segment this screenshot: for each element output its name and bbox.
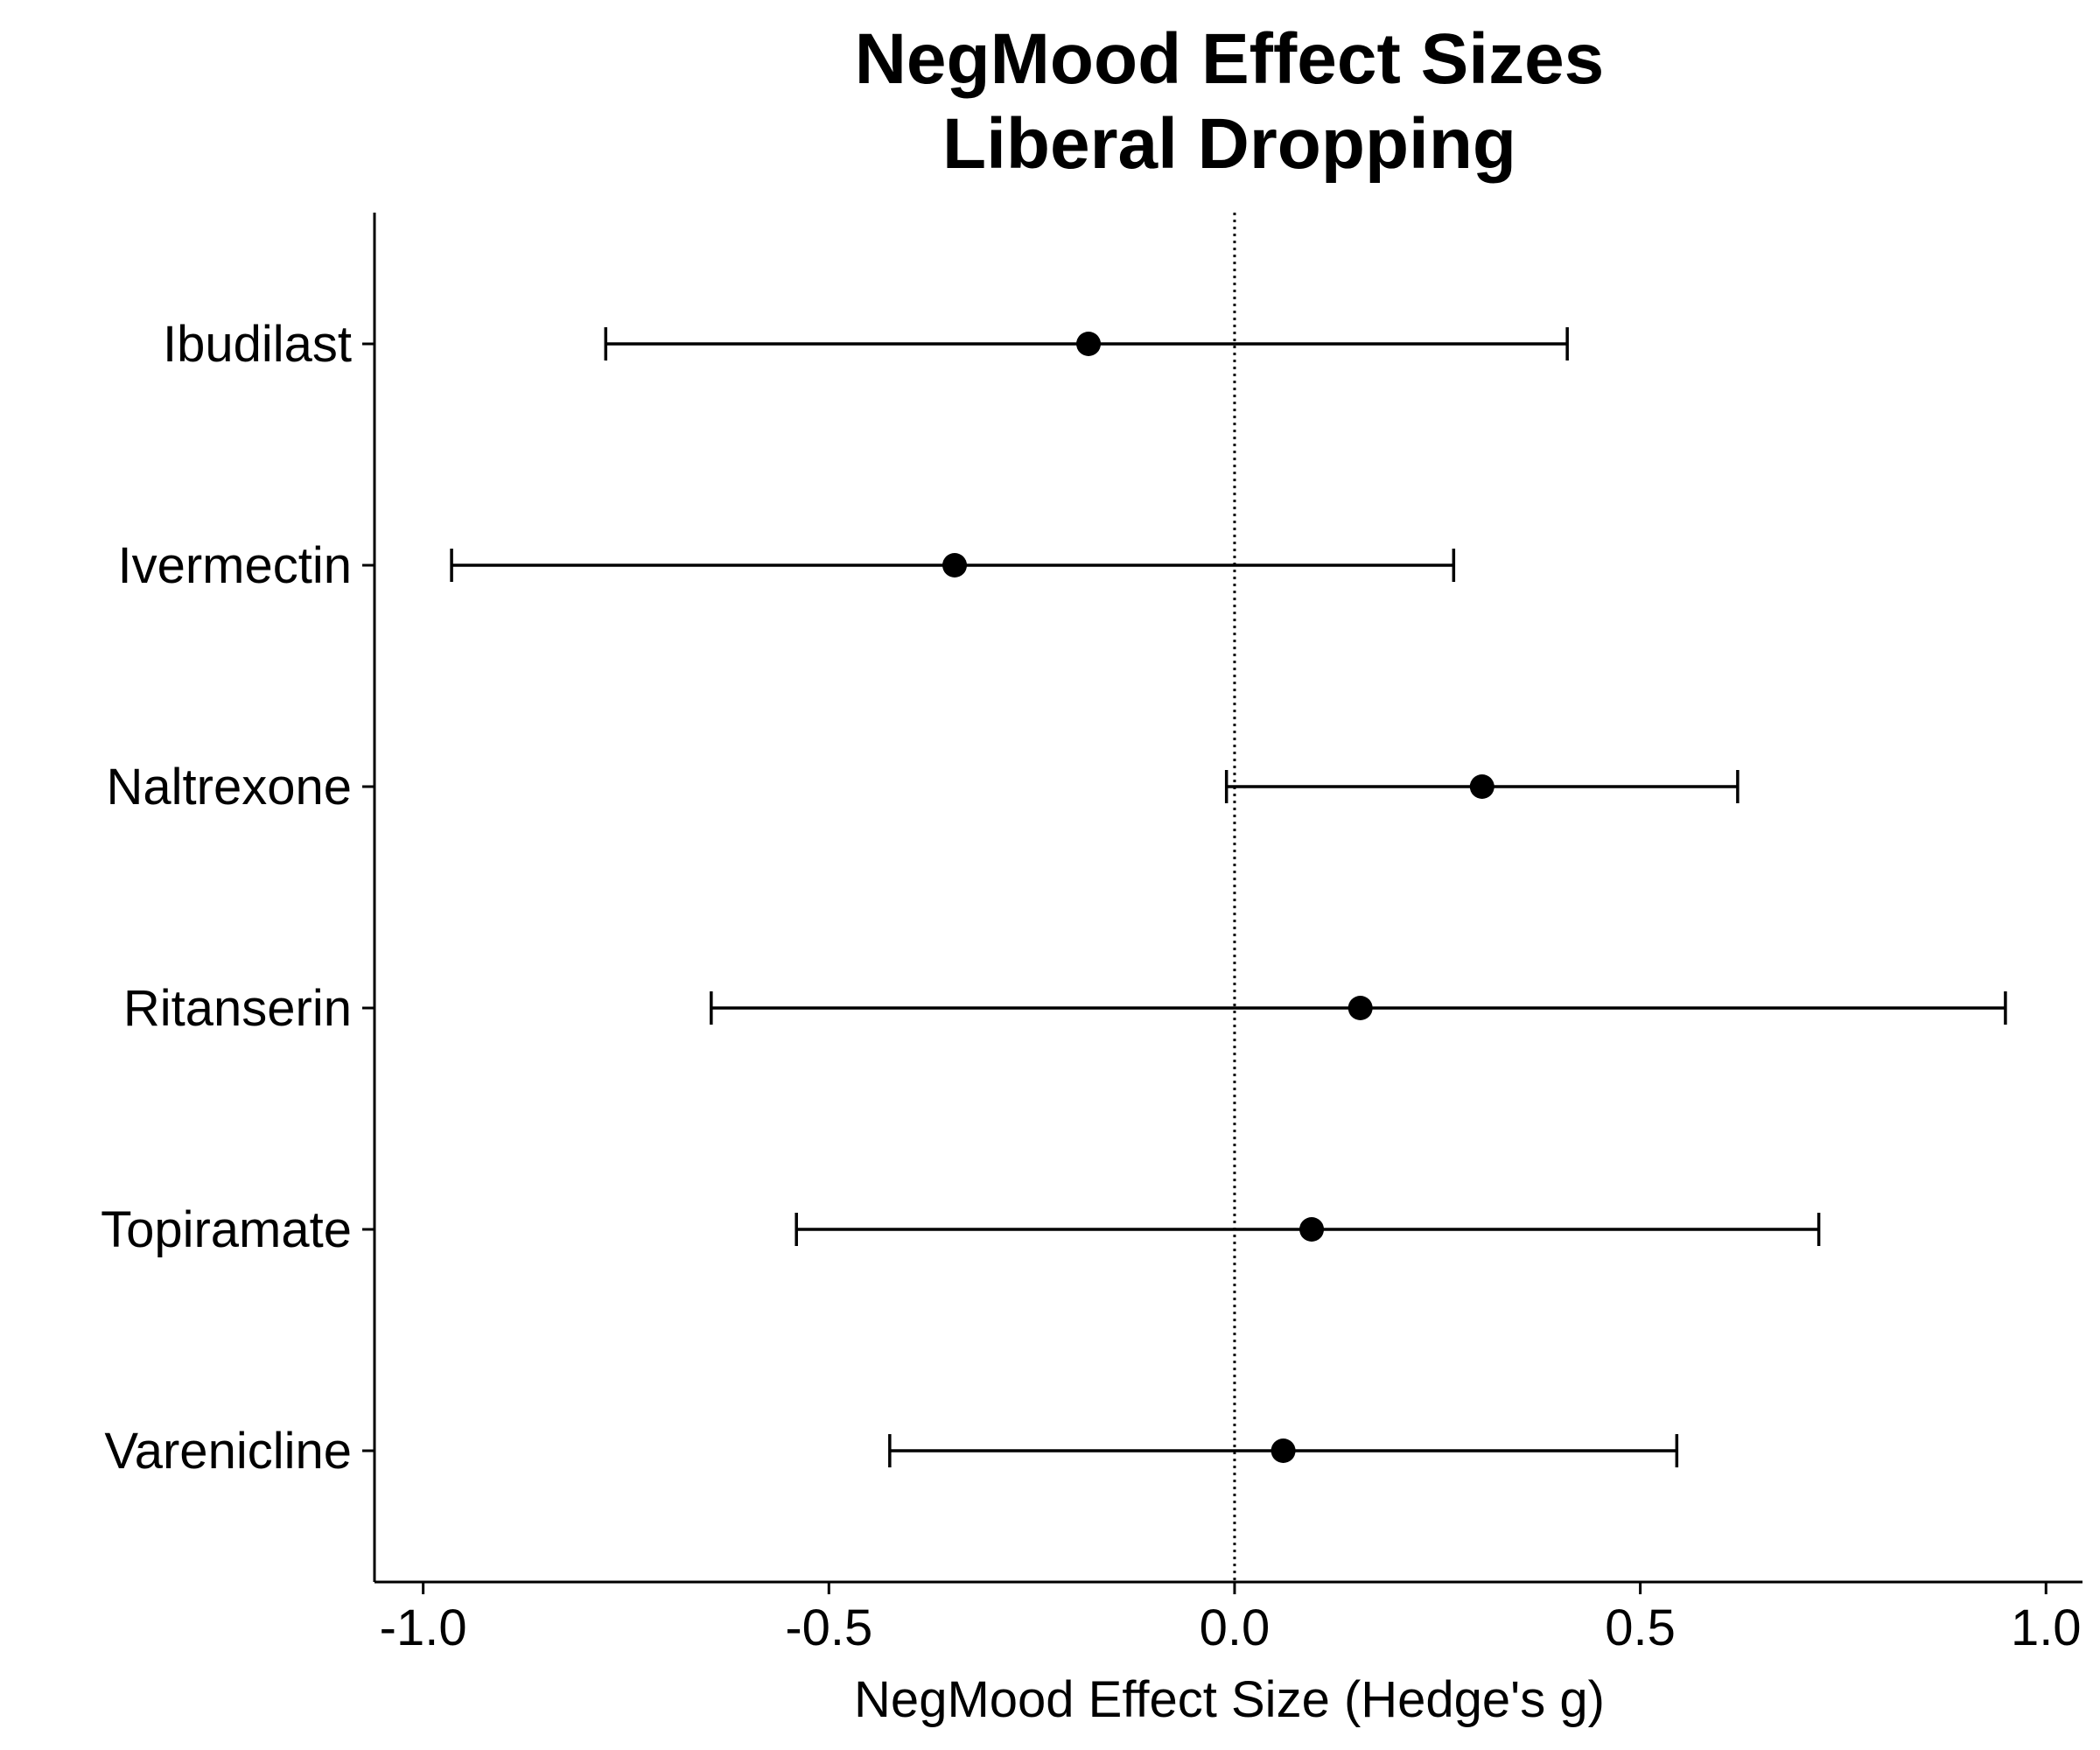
x-tick-label: 0.5 [1605, 1600, 1676, 1656]
y-tick-label: Ibudilast [163, 316, 352, 373]
x-tick-label: -1.0 [380, 1600, 467, 1656]
y-tick-label: Naltrexone [107, 759, 352, 816]
forest-marks [450, 327, 2007, 1467]
y-tick-label: Ivermectin [117, 537, 352, 594]
x-tick-label: 0.0 [1200, 1600, 1270, 1656]
point-estimate-topiramate [1299, 1217, 1325, 1242]
point-estimate-ritanserin [1348, 996, 1373, 1020]
x-ticks: -1.0 -0.5 0.0 0.5 1.0 [380, 1582, 2082, 1656]
chart-title-line-2: Liberal Dropping [942, 104, 1516, 184]
y-tick-label: Topiramate [101, 1201, 352, 1258]
chart-title-line-1: NegMood Effect Sizes [855, 19, 1605, 99]
point-estimate-varenicline [1270, 1438, 1296, 1463]
point-estimate-naltrexone [1469, 774, 1494, 799]
x-tick-label: -0.5 [785, 1600, 872, 1656]
x-tick-label: 1.0 [2011, 1600, 2082, 1656]
y-tick-label: Ritanserin [123, 980, 352, 1037]
x-axis-title: NegMood Effect Size (Hedge's g) [854, 1671, 1605, 1728]
y-tick-label: Varenicline [104, 1423, 352, 1480]
point-estimate-ibudilast [1076, 332, 1102, 356]
y-ticks: Ibudilast Ivermectin Naltrexone Ritanserin T… [101, 316, 374, 1480]
point-estimate-ivermectin [942, 553, 968, 578]
